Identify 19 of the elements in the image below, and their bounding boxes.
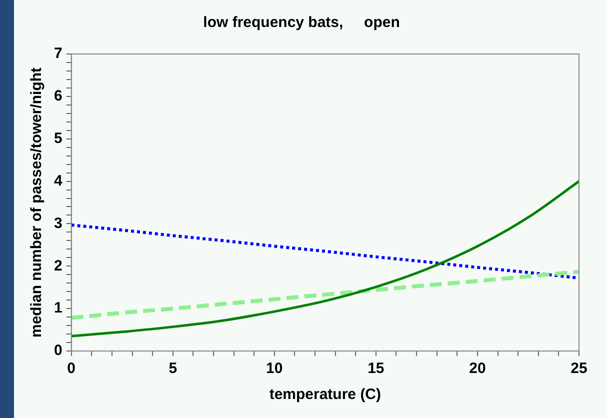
line-series (71, 270, 579, 320)
x-tick-label: 25 (570, 360, 588, 378)
y-tick-label: 7 (54, 45, 62, 62)
line-series (71, 180, 579, 338)
y-tick-label: 0 (54, 342, 62, 360)
x-tick-label: 15 (368, 360, 384, 378)
y-tick-label: 3 (54, 214, 62, 232)
y-tick-label: 4 (54, 172, 63, 190)
x-tick-label: 10 (266, 360, 283, 378)
x-axis-title: temperature (C) (269, 386, 382, 404)
x-tick-label: 0 (67, 360, 76, 378)
chart-title: low frequency bats, open (203, 14, 400, 32)
y-axis-title: median number of passes/tower/night (28, 67, 46, 338)
y-tick-label: 5 (54, 130, 62, 147)
x-tick-label: 20 (469, 360, 486, 378)
x-tick-label: 5 (168, 360, 178, 378)
y-tick-label: 6 (54, 88, 62, 105)
y-tick-label: 1 (54, 300, 62, 317)
y-tick-label: 2 (54, 257, 62, 274)
